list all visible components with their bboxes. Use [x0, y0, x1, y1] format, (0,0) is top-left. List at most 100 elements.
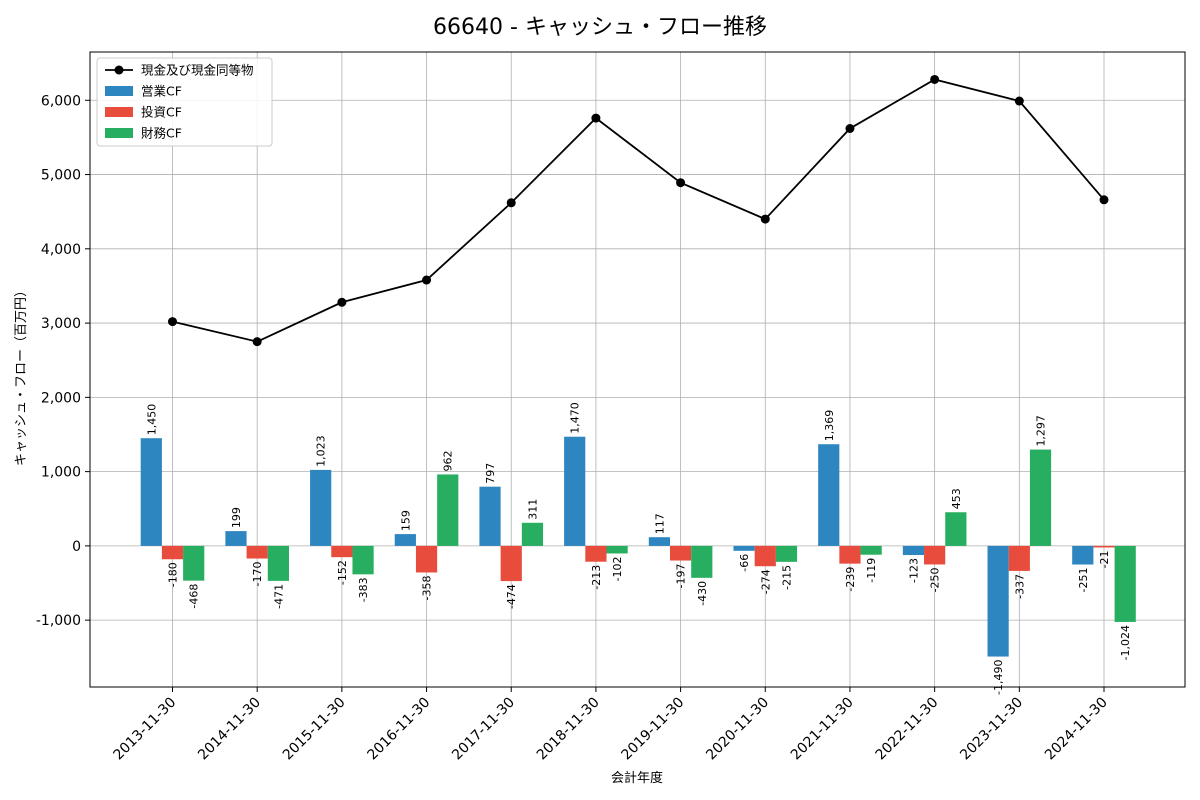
bar-value-label: -239 — [844, 567, 857, 592]
bar-投資CF — [331, 545, 353, 558]
legend-bar-swatch — [105, 107, 133, 117]
bar-value-label: -430 — [696, 581, 709, 606]
line-layer — [168, 74, 1109, 347]
bar-財務CF — [267, 545, 289, 581]
bar-営業CF — [648, 537, 670, 546]
bar-財務CF — [606, 545, 628, 554]
x-tick-label: 2024-11-30 — [1042, 695, 1111, 764]
bar-営業CF — [818, 444, 840, 546]
x-tick-label: 2023-11-30 — [957, 695, 1026, 764]
y-axis-label: キャッシュ・フロー（百万円） — [14, 284, 29, 466]
legend-label: 営業CF — [141, 84, 182, 99]
chart-title: 66640 - キャッシュ・フロー推移 — [433, 15, 767, 40]
x-tick-label: 2018-11-30 — [534, 695, 603, 764]
cash-balance-point — [845, 123, 855, 133]
bar-財務CF — [521, 522, 544, 546]
bar-投資CF — [415, 545, 438, 573]
bar-value-label: -119 — [865, 558, 878, 583]
bar-財務CF — [1114, 545, 1136, 622]
bar-営業CF — [564, 436, 586, 546]
bar-営業CF — [733, 545, 755, 551]
bar-営業CF — [1072, 545, 1094, 565]
bar-value-label: -474 — [505, 584, 518, 609]
bar-value-label: 1,023 — [315, 435, 328, 467]
cash-balance-point — [422, 275, 432, 285]
bar-value-label: -213 — [590, 565, 603, 590]
bar-value-label: 311 — [526, 499, 539, 520]
x-tick-label: 2015-11-30 — [280, 695, 349, 764]
bar-営業CF — [140, 438, 162, 546]
legend-marker-swatch — [114, 65, 124, 75]
bar-value-label: -1,024 — [1119, 625, 1132, 660]
bar-value-label: -152 — [336, 560, 349, 585]
bar-value-label: 117 — [653, 513, 666, 534]
bar-value-label: 962 — [442, 450, 455, 471]
y-tick-label: 2,000 — [41, 390, 81, 406]
bar-営業CF — [479, 486, 501, 546]
bar-投資CF — [754, 545, 776, 567]
grid-layer — [90, 52, 1185, 687]
y-tick-label: 5,000 — [41, 168, 81, 184]
bar-value-label: -197 — [675, 564, 688, 589]
y-tick-label: 6,000 — [41, 93, 81, 109]
bar-投資CF — [585, 545, 607, 562]
bar-財務CF — [183, 545, 205, 581]
bar-value-label: -21 — [1098, 550, 1111, 568]
x-axis-label: 会計年度 — [611, 770, 663, 786]
bar-value-label: 1,369 — [823, 410, 836, 442]
bar-value-label: 797 — [484, 463, 497, 484]
bar-営業CF — [987, 545, 1009, 657]
bar-value-label: -66 — [738, 554, 751, 572]
legend-label: 現金及び現金同等物 — [141, 63, 254, 78]
cash-balance-point — [1099, 195, 1109, 205]
cash-balance-point — [337, 297, 347, 307]
bar-value-label: -383 — [357, 577, 370, 602]
bar-営業CF — [902, 545, 925, 556]
bar-value-label: 453 — [950, 488, 963, 509]
x-tick-label: 2014-11-30 — [195, 695, 264, 764]
x-tick-label: 2013-11-30 — [110, 695, 179, 764]
x-tick-label: 2021-11-30 — [788, 695, 857, 764]
y-tick-label: 4,000 — [41, 242, 81, 258]
cash-balance-point — [760, 214, 770, 224]
cash-balance-point — [1014, 96, 1024, 106]
bar-投資CF — [669, 545, 692, 561]
y-tick-label: 0 — [72, 539, 81, 555]
bar-投資CF — [246, 545, 268, 559]
legend-box — [96, 57, 273, 147]
cash-balance-point — [252, 337, 262, 347]
bar-value-label: -471 — [272, 584, 285, 609]
bar-value-label: -102 — [611, 556, 624, 581]
bar-value-label: -358 — [421, 575, 434, 600]
bar-営業CF — [394, 534, 416, 546]
bars-layer — [140, 436, 1136, 657]
y-tick-label: 3,000 — [41, 316, 81, 332]
bar-財務CF — [691, 545, 713, 578]
x-tick-label: 2016-11-30 — [365, 695, 434, 764]
bar-財務CF — [437, 474, 459, 546]
x-tick-label: 2019-11-30 — [619, 695, 688, 764]
bar-value-label: 199 — [230, 507, 243, 528]
bar-value-label: -215 — [780, 565, 793, 590]
bar-財務CF — [775, 545, 798, 562]
cash-balance-point — [506, 198, 516, 208]
bar-投資CF — [839, 545, 861, 564]
cash-balance-point — [930, 74, 940, 84]
bar-value-label: -468 — [188, 584, 201, 609]
bar-value-label: 159 — [399, 510, 412, 531]
cash-balance-point — [676, 178, 686, 188]
bar-投資CF — [161, 545, 184, 560]
bar-投資CF — [1093, 545, 1115, 548]
bar-営業CF — [225, 531, 247, 546]
bar-投資CF — [924, 545, 946, 565]
bar-営業CF — [310, 469, 332, 546]
labels-layer: 1,4501991,0231597971,470117-661,369-123-… — [145, 402, 1132, 695]
bar-財務CF — [945, 512, 967, 546]
legend-bar-swatch — [105, 128, 133, 138]
bar-value-label: 1,450 — [145, 404, 158, 436]
bar-value-label: -274 — [759, 569, 772, 594]
bar-value-label: 1,470 — [569, 402, 582, 434]
bar-value-label: -170 — [251, 562, 264, 587]
